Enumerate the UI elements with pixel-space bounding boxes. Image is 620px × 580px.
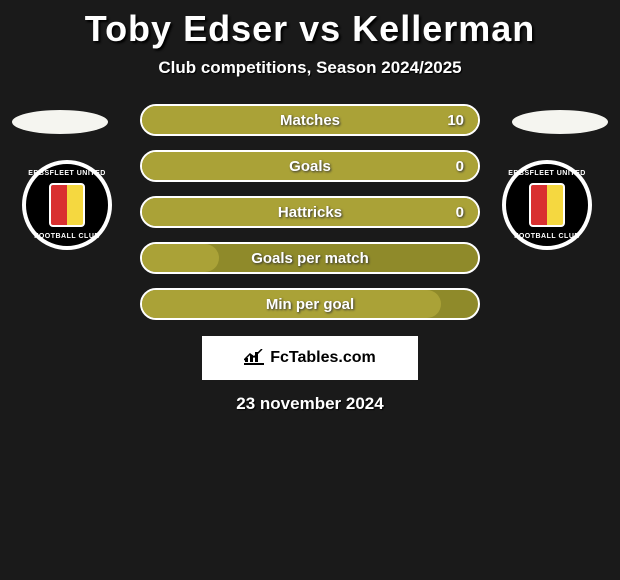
player-right-ellipse	[512, 110, 608, 134]
stat-bar-label: Hattricks	[278, 204, 342, 221]
stat-bars: Matches 10 Goals 0 Hattricks 0 Goals per…	[140, 104, 480, 320]
chart-icon	[244, 349, 264, 368]
stat-bar-value: 0	[456, 204, 464, 221]
stat-bar-value: 10	[447, 112, 464, 129]
source-logo: FcTables.com	[202, 336, 418, 380]
page-title: Toby Edser vs Kellerman	[0, 0, 620, 50]
stat-bar-label: Matches	[280, 112, 340, 129]
page-subtitle: Club competitions, Season 2024/2025	[0, 58, 620, 78]
snapshot-date: 23 november 2024	[0, 394, 620, 414]
stat-bar-label: Goals per match	[251, 250, 369, 267]
stat-bar-label: Goals	[289, 158, 331, 175]
comparison-panel: EBBSFLEET UNITED FOOTBALL CLUB EBBSFLEET…	[0, 104, 620, 414]
player-left-ellipse	[12, 110, 108, 134]
stat-bar: Goals per match	[140, 242, 480, 274]
badge-shield-icon	[529, 183, 565, 227]
stat-bar: Hattricks 0	[140, 196, 480, 228]
club-badge-left: EBBSFLEET UNITED FOOTBALL CLUB	[22, 160, 118, 250]
badge-text-bottom: FOOTBALL CLUB	[506, 233, 588, 240]
badge-text-top: EBBSFLEET UNITED	[26, 170, 108, 177]
badge-text-top: EBBSFLEET UNITED	[506, 170, 588, 177]
badge-text-bottom: FOOTBALL CLUB	[26, 233, 108, 240]
stat-bar-label: Min per goal	[266, 296, 354, 313]
stat-bar: Matches 10	[140, 104, 480, 136]
stat-bar: Min per goal	[140, 288, 480, 320]
stat-bar-value: 0	[456, 158, 464, 175]
stat-bar-fill	[142, 244, 219, 272]
badge-shield-icon	[49, 183, 85, 227]
stat-bar: Goals 0	[140, 150, 480, 182]
club-badge-right: EBBSFLEET UNITED FOOTBALL CLUB	[502, 160, 598, 250]
source-logo-text: FcTables.com	[270, 349, 376, 367]
